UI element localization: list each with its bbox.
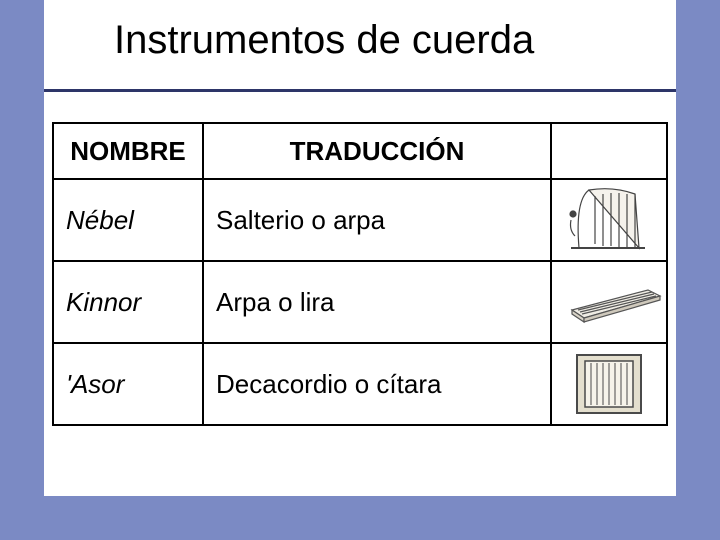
- psaltery-icon: [564, 278, 664, 326]
- cell-name: Nébel: [53, 179, 203, 261]
- content-area: NOMBRE TRADUCCIÓN Nébel Salterio o arpa: [52, 122, 668, 426]
- title-bar: Instrumentos de cuerda: [44, 0, 676, 92]
- cell-image: [551, 261, 667, 343]
- table-row: 'Asor Decacordio o cítara: [53, 343, 667, 425]
- table-header-row: NOMBRE TRADUCCIÓN: [53, 123, 667, 179]
- col-header-image: [551, 123, 667, 179]
- instruments-table: NOMBRE TRADUCCIÓN Nébel Salterio o arpa: [52, 122, 668, 426]
- cell-translation: Arpa o lira: [203, 261, 551, 343]
- col-header-name: NOMBRE: [53, 123, 203, 179]
- cithara-icon: [571, 349, 647, 419]
- cell-image: [551, 179, 667, 261]
- cell-name: Kinnor: [53, 261, 203, 343]
- page-title: Instrumentos de cuerda: [114, 18, 676, 63]
- table-row: Kinnor Arpa o lira: [53, 261, 667, 343]
- harp-icon: [565, 184, 653, 256]
- table-row: Nébel Salterio o arpa: [53, 179, 667, 261]
- slide-frame: Instrumentos de cuerda NOMBRE TRADUCCIÓN…: [0, 0, 720, 540]
- cell-translation: Salterio o arpa: [203, 179, 551, 261]
- cell-translation: Decacordio o cítara: [203, 343, 551, 425]
- cell-name: 'Asor: [53, 343, 203, 425]
- col-header-translation: TRADUCCIÓN: [203, 123, 551, 179]
- cell-image: [551, 343, 667, 425]
